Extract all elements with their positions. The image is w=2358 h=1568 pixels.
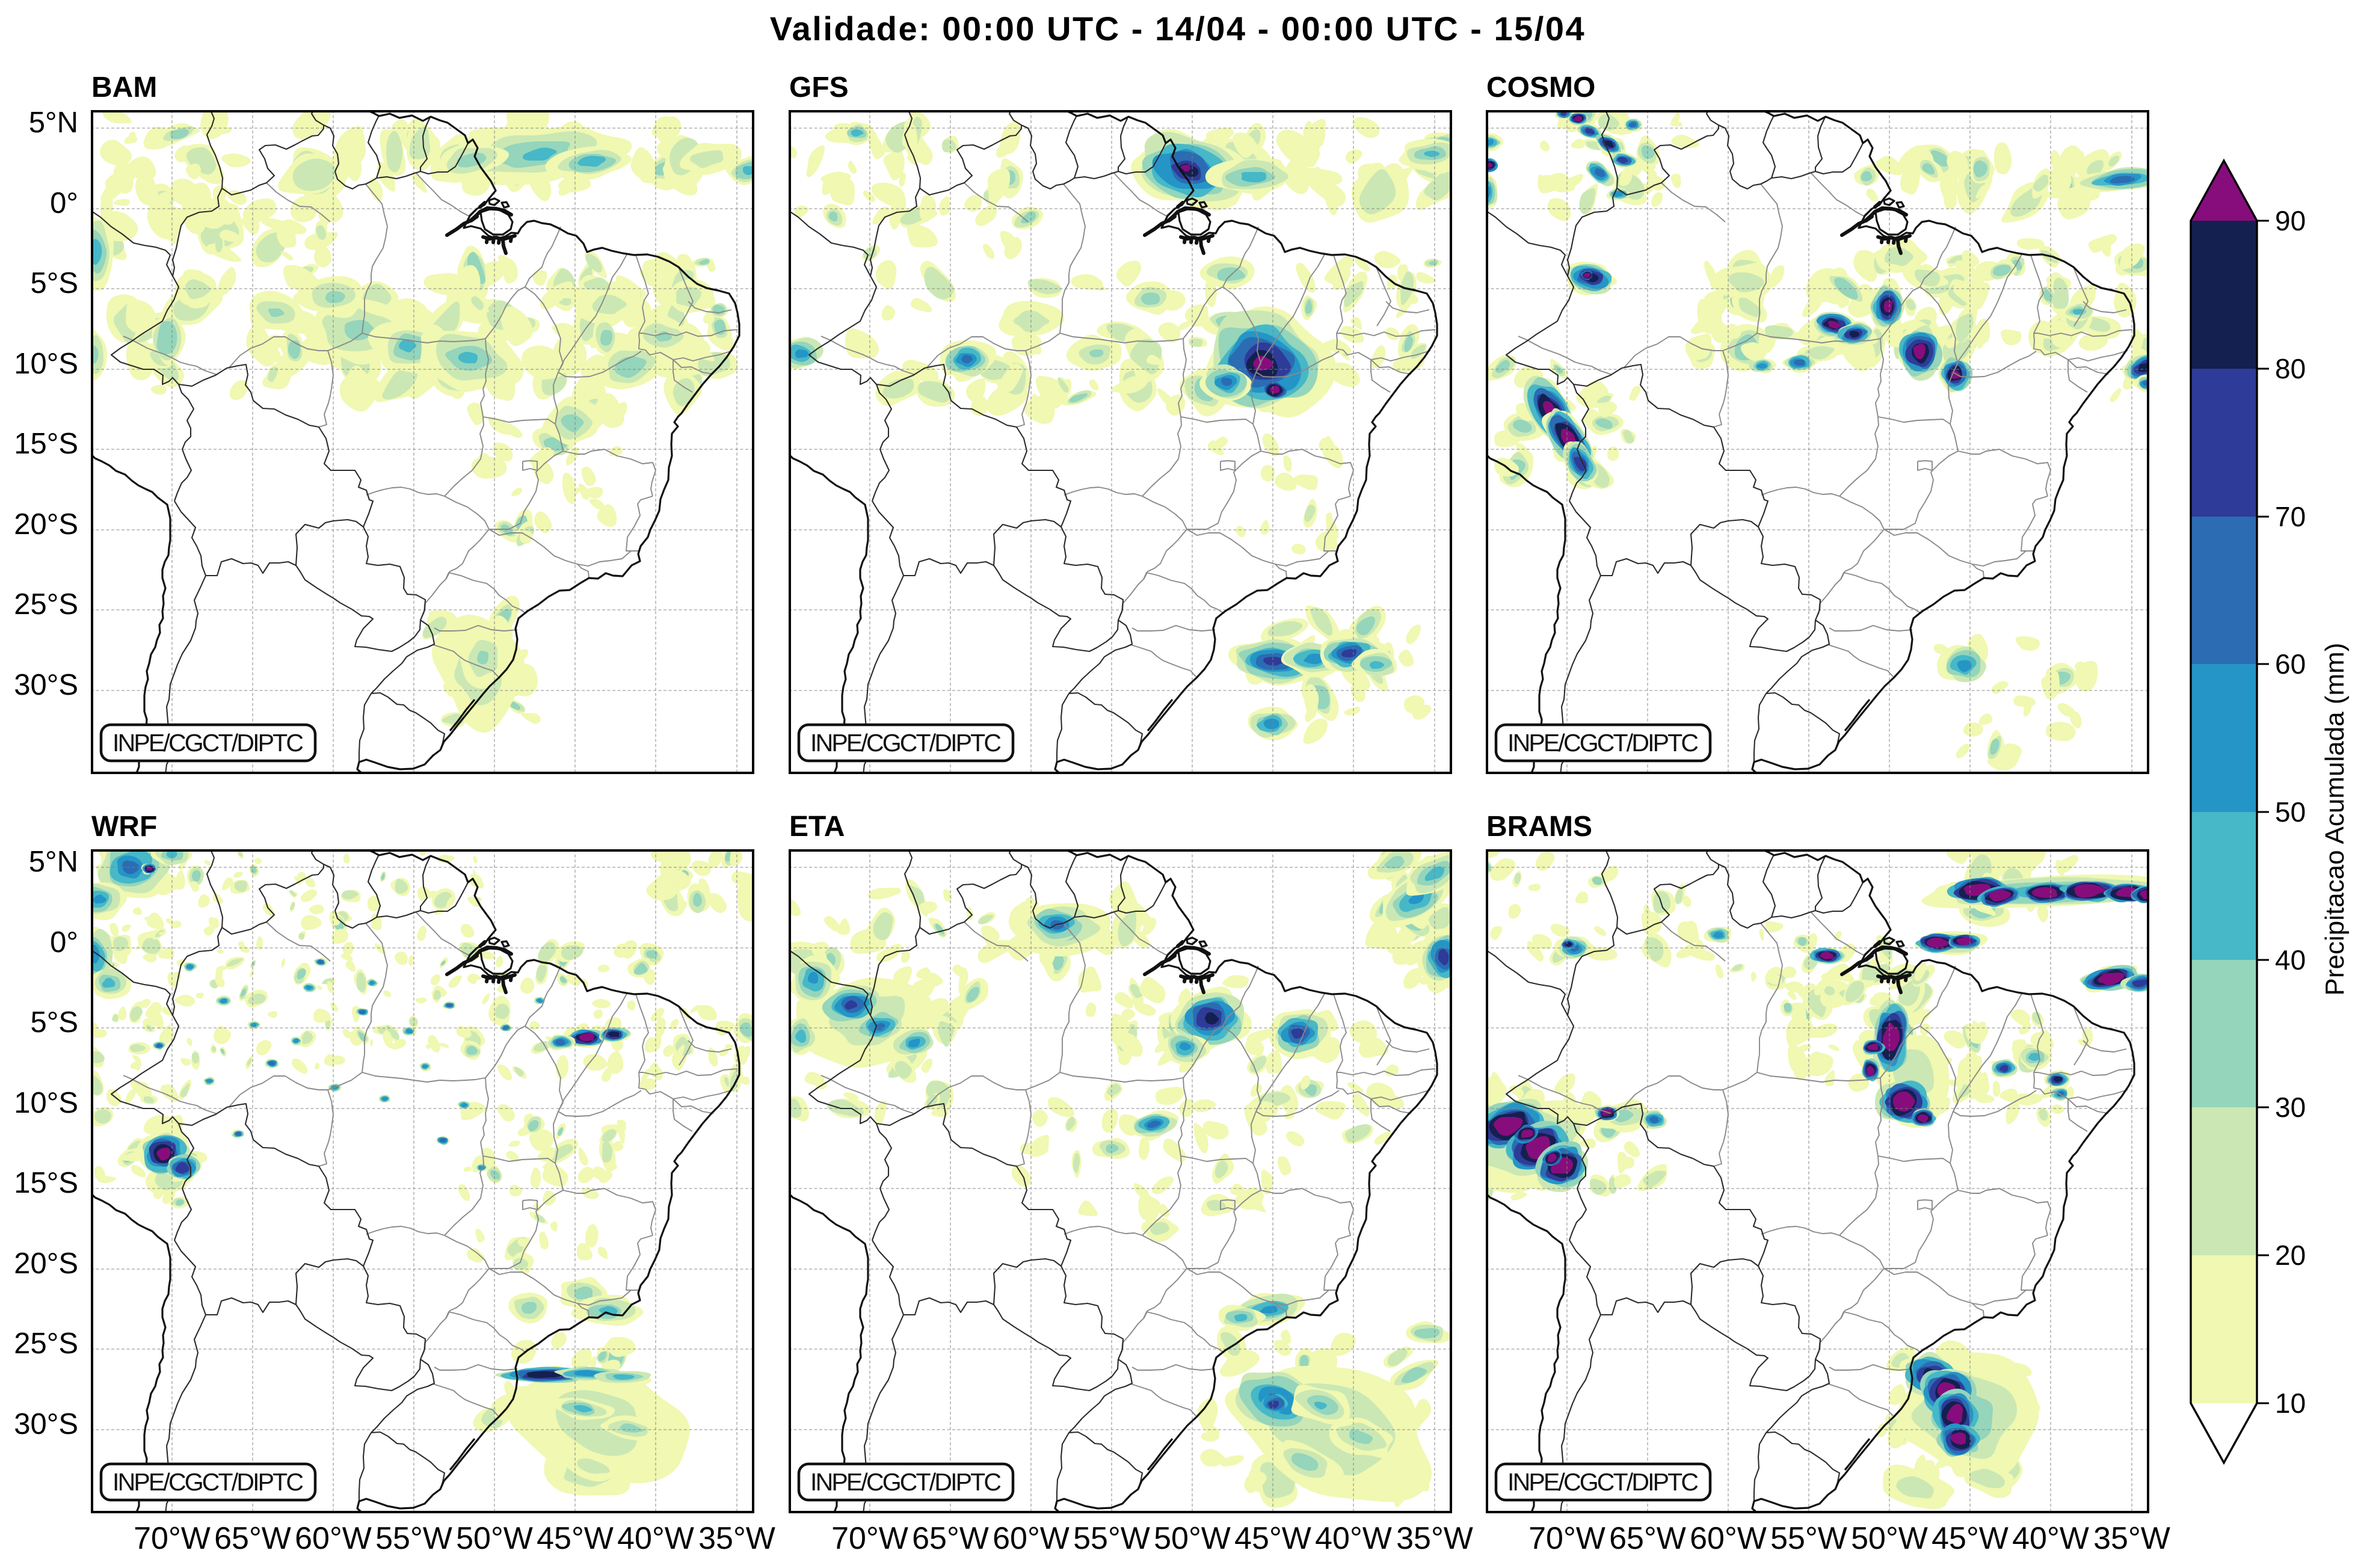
svg-text:20: 20 [2275, 1240, 2306, 1271]
svg-text:80: 80 [2275, 353, 2306, 384]
svg-text:70: 70 [2275, 501, 2306, 532]
svg-text:INPE/CGCT/DIPTC: INPE/CGCT/DIPTC [1507, 729, 1699, 757]
svg-text:INPE/CGCT/DIPTC: INPE/CGCT/DIPTC [810, 729, 1002, 757]
svg-text:30: 30 [2275, 1092, 2306, 1123]
svg-text:10: 10 [2275, 1388, 2306, 1419]
svg-text:50: 50 [2275, 796, 2306, 828]
svg-text:90: 90 [2275, 205, 2306, 236]
svg-text:INPE/CGCT/DIPTC: INPE/CGCT/DIPTC [1507, 1468, 1699, 1496]
svg-text:60: 60 [2275, 648, 2306, 680]
svg-text:40: 40 [2275, 944, 2306, 976]
svg-text:INPE/CGCT/DIPTC: INPE/CGCT/DIPTC [112, 729, 304, 757]
svg-text:INPE/CGCT/DIPTC: INPE/CGCT/DIPTC [810, 1468, 1002, 1496]
svg-text:INPE/CGCT/DIPTC: INPE/CGCT/DIPTC [112, 1468, 304, 1496]
